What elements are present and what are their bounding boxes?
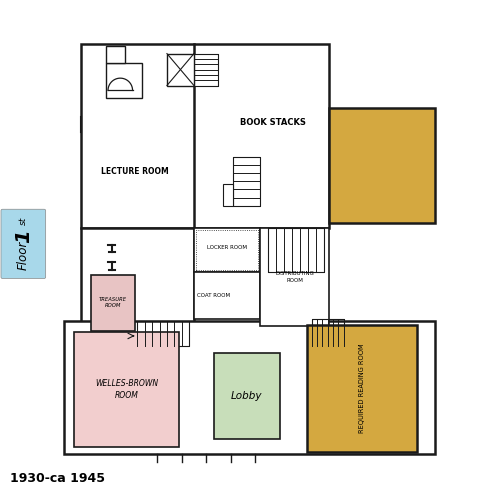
Bar [307,324,417,452]
Text: Floor: Floor [17,241,30,270]
Bar [91,274,135,331]
Bar [106,64,142,98]
Text: DISTRIBUTING
ROOM: DISTRIBUTING ROOM [275,272,314,282]
Text: REQUIRED READING ROOM: REQUIRED READING ROOM [359,344,365,434]
Text: BOOK STACKS: BOOK STACKS [240,118,305,127]
Bar [223,184,233,206]
Bar [74,332,179,448]
Bar [260,228,329,326]
Text: WELLES-BROWN
ROOM: WELLES-BROWN ROOM [95,380,158,400]
Bar [194,54,218,86]
Text: TREASURE
ROOM: TREASURE ROOM [99,297,127,308]
Bar [167,54,194,86]
Text: COAT ROOM: COAT ROOM [197,293,230,298]
Bar [233,156,260,206]
Bar [196,230,258,270]
Text: 1: 1 [14,229,33,242]
Bar [106,46,125,64]
Bar [81,44,329,228]
Bar [214,353,280,439]
Text: Lobby: Lobby [231,391,263,401]
Bar [81,228,194,331]
Bar [194,272,260,318]
Text: st: st [19,216,28,225]
Bar [312,318,344,345]
Bar [268,228,324,272]
Bar [194,228,260,272]
Text: 1930-ca 1945: 1930-ca 1945 [10,472,105,485]
Bar [64,321,435,454]
FancyBboxPatch shape [1,209,46,278]
Bar [329,108,435,223]
Text: LECTURE ROOM: LECTURE ROOM [101,167,169,176]
Text: LOCKER ROOM: LOCKER ROOM [207,246,247,250]
Bar [137,321,189,345]
